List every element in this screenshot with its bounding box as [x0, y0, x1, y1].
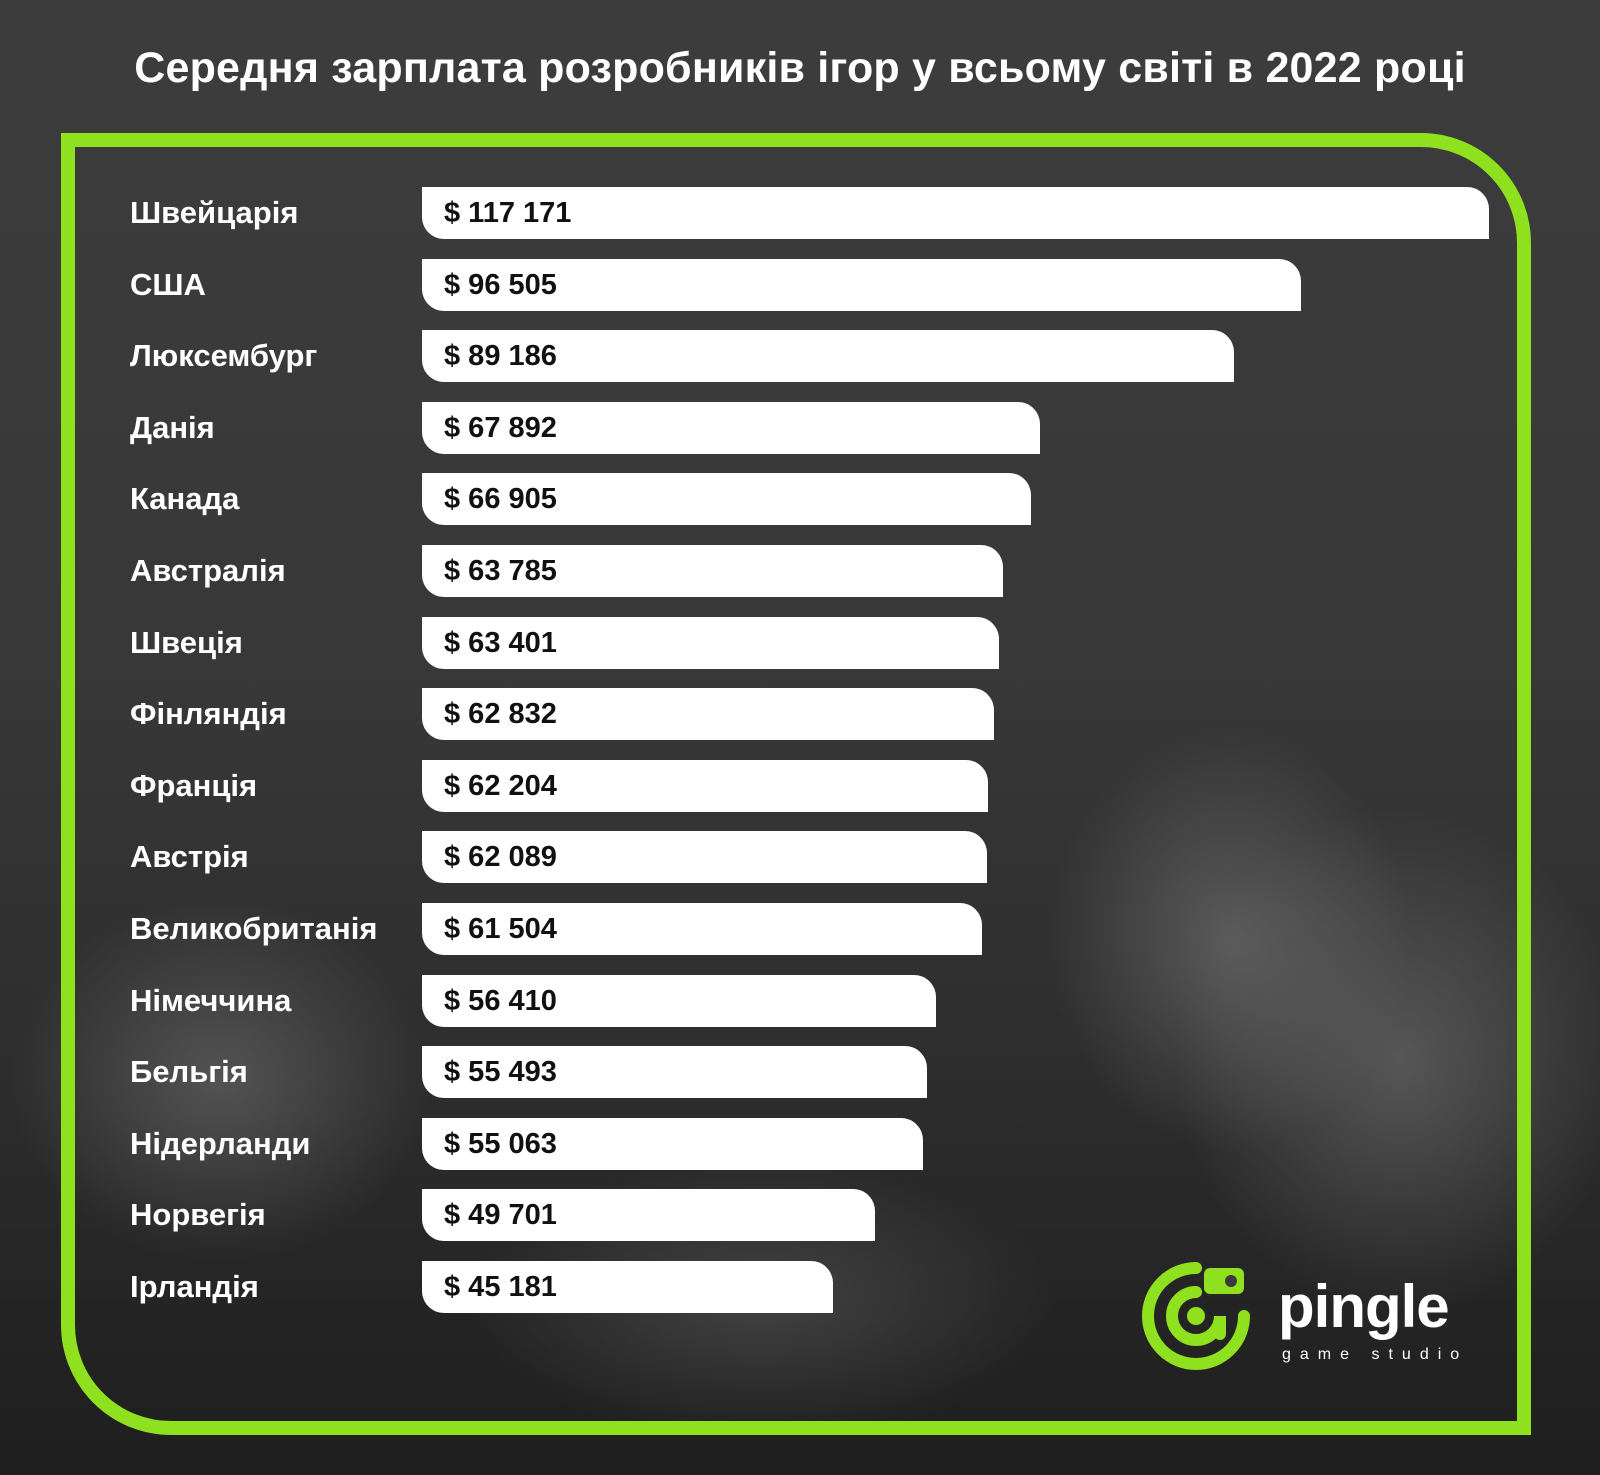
- bar-row: Нідерланди $ 55 063: [0, 1118, 1600, 1170]
- chart-frame: [61, 133, 1531, 1435]
- bar: $ 67 892: [422, 402, 1040, 454]
- category-label: Франція: [130, 768, 258, 803]
- category-label: Швеція: [130, 625, 243, 660]
- pingle-logo: pingle game studio: [1138, 1258, 1468, 1378]
- value-label: $ 55 493: [444, 1056, 557, 1088]
- bar-row: Австралія $ 63 785: [0, 545, 1600, 597]
- bar: $ 45 181: [422, 1261, 833, 1313]
- value-label: $ 49 701: [444, 1199, 557, 1231]
- bar: $ 55 493: [422, 1046, 927, 1098]
- value-label: $ 62 204: [444, 770, 557, 802]
- value-label: $ 63 401: [444, 627, 557, 659]
- bar-row: Німеччина $ 56 410: [0, 975, 1600, 1027]
- bar: $ 63 785: [422, 545, 1003, 597]
- value-label: $ 45 181: [444, 1271, 557, 1303]
- bar-row: Фінляндія $ 62 832: [0, 688, 1600, 740]
- value-label: $ 89 186: [444, 340, 557, 372]
- category-label: Австрія: [130, 839, 249, 874]
- bar: $ 63 401: [422, 617, 999, 669]
- value-label: $ 96 505: [444, 269, 557, 301]
- value-label: $ 55 063: [444, 1128, 557, 1160]
- bar: $ 66 905: [422, 473, 1031, 525]
- category-label: Бельгія: [130, 1054, 248, 1089]
- category-label: Швейцарія: [130, 195, 299, 230]
- bar: $ 56 410: [422, 975, 936, 1027]
- bar: $ 96 505: [422, 259, 1301, 311]
- value-label: $ 62 832: [444, 698, 557, 730]
- bar-row: Норвегія $ 49 701: [0, 1189, 1600, 1241]
- bar-row: Франція $ 62 204: [0, 760, 1600, 812]
- value-label: $ 117 171: [444, 197, 572, 229]
- logo-wordmark: pingle: [1278, 1273, 1450, 1340]
- value-label: $ 62 089: [444, 841, 557, 873]
- bar-row: Люксембург $ 89 186: [0, 330, 1600, 382]
- bar-row: Швейцарія $ 117 171: [0, 187, 1600, 239]
- value-label: $ 63 785: [444, 555, 557, 587]
- chart-title: Середня зарплата розробників ігор у всьо…: [134, 44, 1466, 92]
- bar: $ 62 089: [422, 831, 987, 883]
- bar-row: Швеція $ 63 401: [0, 617, 1600, 669]
- bar-row: США $ 96 505: [0, 259, 1600, 311]
- category-label: Канада: [130, 481, 240, 516]
- category-label: Данія: [130, 410, 215, 445]
- bar-row: Канада $ 66 905: [0, 473, 1600, 525]
- bar: $ 61 504: [422, 903, 982, 955]
- logo-subtitle: game studio: [1282, 1346, 1469, 1363]
- value-label: $ 61 504: [444, 913, 557, 945]
- bar-row: Данія $ 67 892: [0, 402, 1600, 454]
- value-label: $ 66 905: [444, 483, 557, 515]
- bar: $ 117 171: [422, 187, 1489, 239]
- bar: $ 55 063: [422, 1118, 923, 1170]
- bar: $ 62 832: [422, 688, 994, 740]
- bar: $ 89 186: [422, 330, 1234, 382]
- category-label: Австралія: [130, 553, 286, 588]
- category-label: Люксембург: [130, 338, 318, 373]
- category-label: Фінляндія: [130, 696, 287, 731]
- category-label: Ірландія: [130, 1269, 259, 1304]
- category-label: Норвегія: [130, 1197, 266, 1232]
- value-label: $ 67 892: [444, 412, 557, 444]
- category-label: Німеччина: [130, 983, 292, 1018]
- bar-row: Ірландія $ 45 181: [0, 1261, 1600, 1313]
- category-label: Нідерланди: [130, 1126, 311, 1161]
- category-label: Великобританія: [130, 911, 378, 946]
- bar: $ 62 204: [422, 760, 988, 812]
- bar-row: Великобританія $ 61 504: [0, 903, 1600, 955]
- value-label: $ 56 410: [444, 985, 557, 1017]
- bar-row: Австрія $ 62 089: [0, 831, 1600, 883]
- bar: $ 49 701: [422, 1189, 875, 1241]
- category-label: США: [130, 267, 206, 302]
- bar-row: Бельгія $ 55 493: [0, 1046, 1600, 1098]
- chameleon-icon: [1142, 1262, 1250, 1370]
